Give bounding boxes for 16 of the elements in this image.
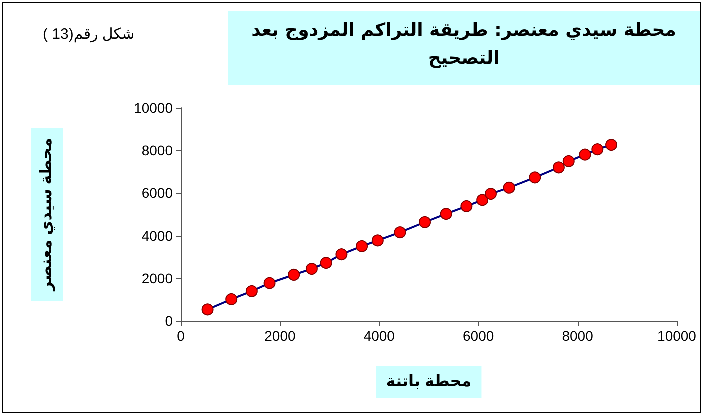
- y-tick-label: 10000: [134, 100, 174, 116]
- y-tick-label: 8000: [142, 142, 174, 159]
- y-axis-title: محطة سيدي معنصر: [38, 138, 56, 292]
- y-tick-label: 2000: [142, 270, 174, 286]
- text: شكل رقم(13 ): [43, 25, 135, 43]
- x-tick-label: 2000: [264, 328, 296, 344]
- chart-title: محطة سيدي معنصر: طريقة التراكم المزدوج بعد التصحيح: [228, 11, 700, 85]
- x-tick-label: 8000: [562, 328, 594, 344]
- x-axis-title: محطة باتنة: [386, 374, 472, 390]
- x-tick-label: 10000: [658, 328, 697, 344]
- y-tick-label: 4000: [142, 228, 174, 244]
- y-tick-label: 6000: [142, 185, 174, 202]
- x-tick-label: 6000: [463, 328, 494, 344]
- x-tick-label: 4000: [364, 328, 396, 344]
- y-tick-label: 0: [165, 313, 174, 329]
- x-tick-label: 0: [177, 328, 186, 344]
